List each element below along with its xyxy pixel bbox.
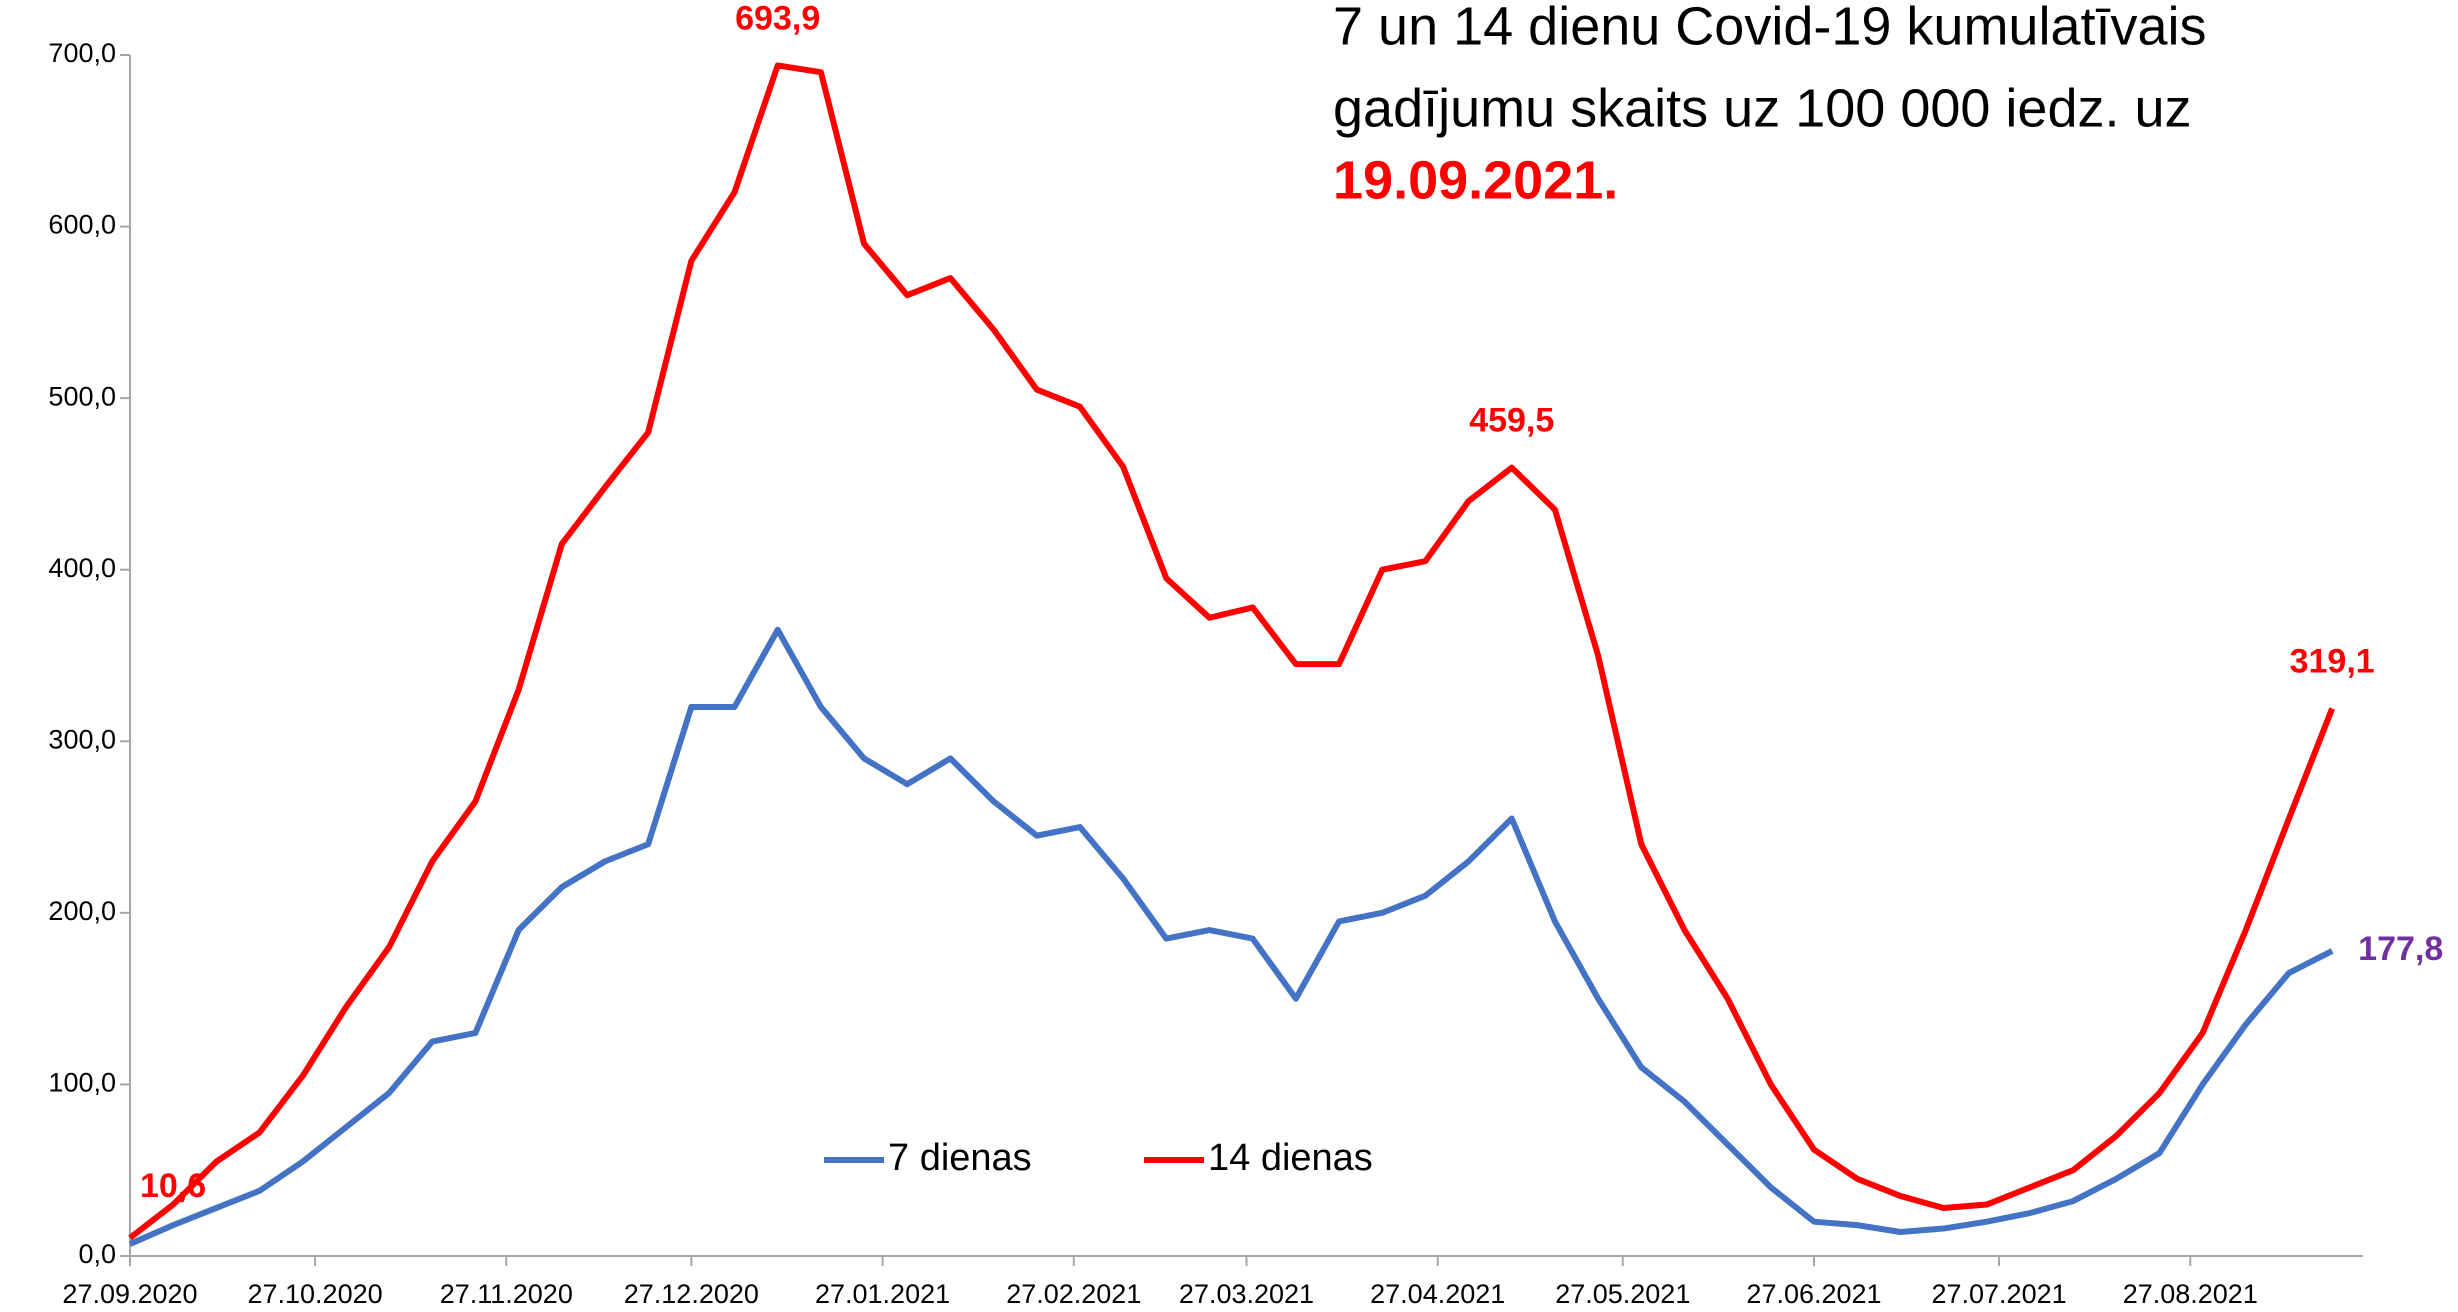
data-label: 10,6 xyxy=(140,1167,206,1205)
y-tick-label: 100,0 xyxy=(48,1068,116,1098)
x-tick-label: 27.05.2021 xyxy=(1555,1279,1690,1309)
y-tick-label: 300,0 xyxy=(48,724,116,754)
y-tick-label: 200,0 xyxy=(48,896,116,926)
x-tick-label: 27.12.2020 xyxy=(624,1279,759,1309)
x-tick-label: 27.09.2020 xyxy=(62,1279,197,1309)
data-label: 177,8 xyxy=(2358,930,2443,968)
x-tick-label: 27.01.2021 xyxy=(815,1279,950,1309)
legend-label: 14 dienas xyxy=(1208,1137,1373,1179)
y-tick-label: 0,0 xyxy=(78,1239,116,1269)
x-tick-label: 27.10.2020 xyxy=(247,1279,382,1309)
x-tick-label: 27.08.2021 xyxy=(2123,1279,2258,1309)
chart-title: gadījumu skaits uz 100 000 iedz. uz xyxy=(1333,78,2192,138)
data-label: 319,1 xyxy=(2290,642,2375,680)
x-tick-label: 27.06.2021 xyxy=(1746,1279,1881,1309)
data-label: 693,9 xyxy=(735,0,820,37)
data-label: 459,5 xyxy=(1469,402,1554,440)
series-line xyxy=(128,62,2335,1241)
x-tick-label: 27.03.2021 xyxy=(1179,1279,1314,1309)
y-tick-label: 500,0 xyxy=(48,381,116,411)
y-tick-label: 400,0 xyxy=(48,553,116,583)
chart-title: 7 un 14 dienu Covid-19 kumulatīvais xyxy=(1333,0,2207,56)
x-tick-label: 27.07.2021 xyxy=(1931,1279,2066,1309)
x-tick-label: 27.11.2020 xyxy=(440,1279,573,1309)
legend-label: 7 dienas xyxy=(888,1137,1032,1179)
chart-title-date: 19.09.2021. xyxy=(1333,150,1618,210)
x-tick-label: 27.02.2021 xyxy=(1006,1279,1141,1309)
x-tick-label: 27.04.2021 xyxy=(1370,1279,1505,1309)
series-line xyxy=(128,626,2334,1247)
y-tick-label: 700,0 xyxy=(48,38,116,68)
y-tick-label: 600,0 xyxy=(48,210,116,240)
